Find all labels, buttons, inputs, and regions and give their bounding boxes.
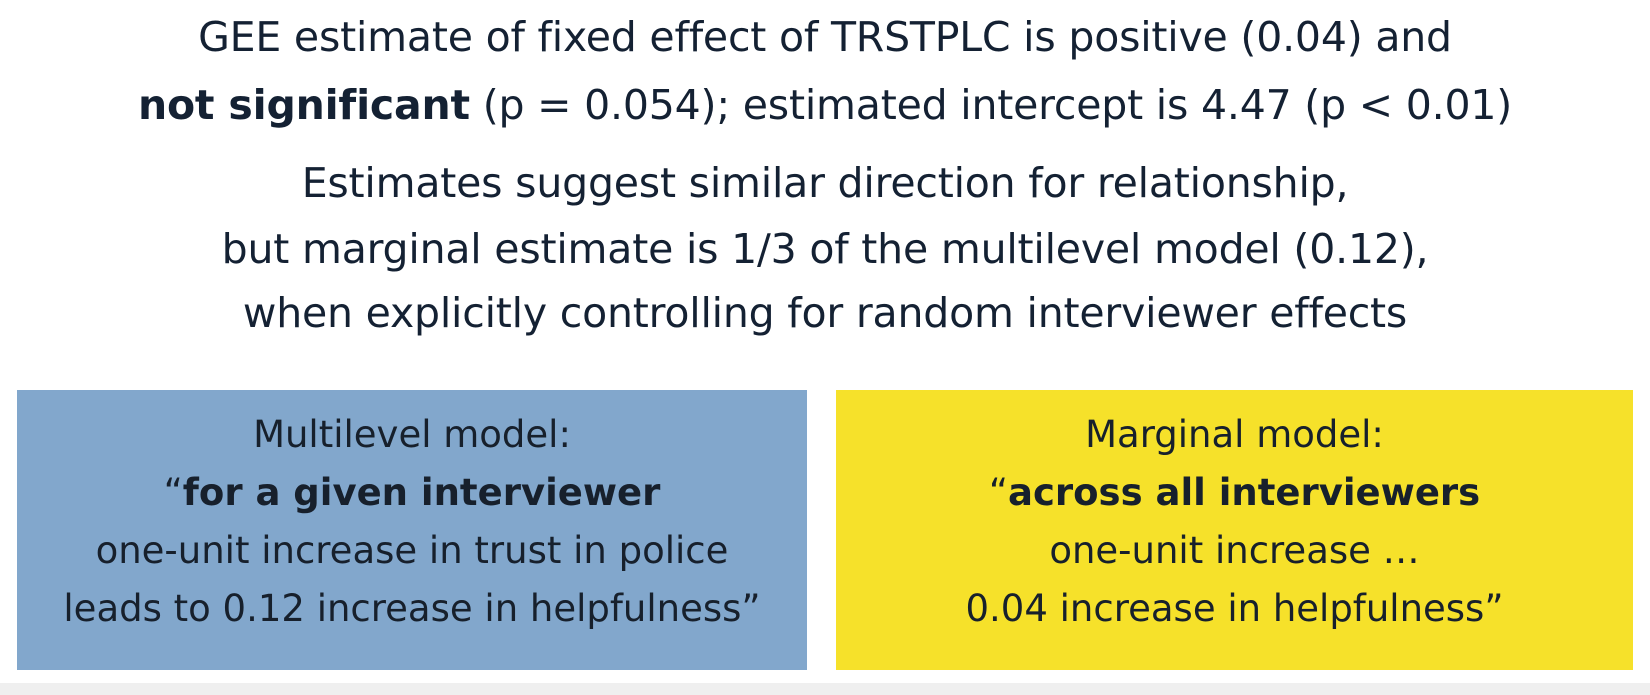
headline-line-1: GEE estimate of fixed effect of TRSTPLC … (0, 8, 1650, 66)
headline-line-4: but marginal estimate is 1/3 of the mult… (0, 220, 1650, 278)
headline-line-2: not significant (p = 0.054); estimated i… (0, 76, 1650, 134)
headline-line-5-text: when explicitly controlling for random i… (242, 289, 1408, 337)
multilevel-line-3: one-unit increase in trust in police (95, 529, 729, 572)
marginal-line-3: one-unit increase … (1049, 529, 1420, 572)
not-significant-emphasis: not significant (137, 81, 470, 129)
marginal-model-box: Marginal model: “across all interviewers… (836, 390, 1633, 670)
marginal-emphasis: across all interviewers (1007, 471, 1481, 514)
headline-line-4-text: but marginal estimate is 1/3 of the mult… (221, 225, 1429, 273)
headline-line-5: when explicitly controlling for random i… (0, 284, 1650, 342)
marginal-title: Marginal model: (1085, 413, 1384, 456)
headline-line-3-text: Estimates suggest similar direction for … (301, 159, 1349, 207)
headline-line-1-text: GEE estimate of fixed effect of TRSTPLC … (198, 13, 1452, 61)
multilevel-emphasis: for a given interviewer (182, 471, 661, 514)
marginal-emphasis-line: “across all interviewers (836, 464, 1633, 522)
bottom-strip (0, 683, 1650, 695)
headline-line-2-text: (p = 0.054); estimated intercept is 4.47… (469, 81, 1513, 129)
multilevel-quote-open: “ (163, 471, 183, 514)
multilevel-emphasis-line: “for a given interviewer (17, 464, 807, 522)
headline-line-3: Estimates suggest similar direction for … (0, 154, 1650, 212)
marginal-quote-open: “ (988, 471, 1008, 514)
marginal-line-4: 0.04 increase in helpfulness” (965, 587, 1504, 630)
multilevel-line-4: leads to 0.12 increase in helpfulness” (63, 587, 761, 630)
multilevel-model-box: Multilevel model: “for a given interview… (17, 390, 807, 670)
multilevel-title: Multilevel model: (253, 413, 571, 456)
